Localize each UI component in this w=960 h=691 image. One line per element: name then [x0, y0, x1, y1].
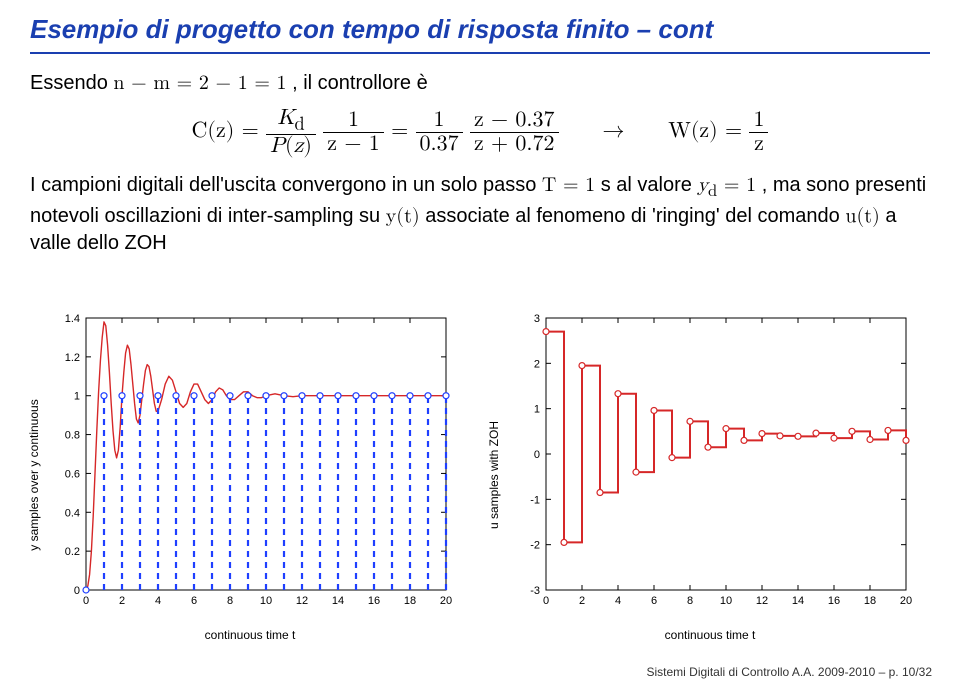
right-chart: u samples with ZOH 02468101214161820-3-2…	[500, 310, 920, 640]
paragraph: I campioni digitali dell'uscita convergo…	[30, 172, 930, 258]
svg-text:8: 8	[687, 595, 693, 607]
svg-text:8: 8	[227, 595, 233, 607]
right-xlabel: continuous time t	[500, 628, 920, 642]
left-chart-svg: 0 2 4 6 8 10 12 14 16 18 20 0 0.2 0.4 0.6 0.8 1 1.2 1.4	[40, 310, 460, 620]
para-m1: T = 1	[542, 175, 595, 195]
eq-frac-1-zm1: 1 z − 1	[323, 109, 384, 156]
para-m4: u(t)	[845, 206, 879, 226]
para-pre: I campioni digitali dell'uscita convergo…	[30, 174, 542, 196]
svg-text:4: 4	[615, 595, 621, 607]
slide-body: Essendo n − m = 2 − 1 = 1 , il controllo…	[30, 70, 930, 257]
svg-text:1.4: 1.4	[65, 313, 80, 325]
svg-text:0: 0	[74, 585, 80, 597]
svg-text:3: 3	[534, 313, 540, 325]
para-mid1: s al valore	[601, 174, 698, 196]
eq-Wz: W(z) =	[668, 120, 742, 142]
svg-text:1: 1	[74, 391, 80, 403]
eq-frac-z037-z072: z − 0.37 z + 0.72	[470, 109, 559, 156]
svg-text:1: 1	[534, 404, 540, 416]
eq-frac-Kd-Pz: Kd P(z)	[266, 107, 316, 158]
title-rule	[30, 52, 930, 54]
eq-eqsign: =	[391, 120, 408, 142]
svg-text:0.8: 0.8	[65, 430, 80, 442]
svg-text:-2: -2	[530, 540, 540, 552]
left-chart: y samples over y continuous 024681012141…	[40, 310, 460, 640]
svg-text:1.2: 1.2	[65, 352, 80, 364]
svg-text:-3: -3	[530, 585, 540, 597]
svg-text:0.2: 0.2	[65, 546, 80, 558]
svg-text:10: 10	[720, 595, 732, 607]
slide-title: Esempio di progetto con tempo di rispost…	[30, 14, 713, 45]
line1-post: , il controllore è	[292, 72, 428, 94]
para-mid3: associate al fenomeno di 'ringing' del c…	[425, 205, 845, 227]
svg-text:12: 12	[756, 595, 768, 607]
svg-text:14: 14	[792, 595, 804, 607]
eq-frac-1-037: 1 0.37	[416, 109, 463, 156]
para-m3: y(t)	[386, 206, 420, 226]
svg-text:16: 16	[368, 595, 380, 607]
para-m2: yd = 1	[697, 175, 756, 195]
chart-panels: y samples over y continuous 024681012141…	[40, 310, 920, 640]
svg-text:0.6: 0.6	[65, 468, 80, 480]
right-ylabel: u samples with ZOH	[487, 421, 501, 529]
svg-text:18: 18	[864, 595, 876, 607]
line1-math: n − m = 2 − 1 = 1	[113, 73, 286, 93]
left-xlabel: continuous time t	[40, 628, 460, 642]
right-chart-svg: 02468101214161820-3-2-10123	[500, 310, 920, 620]
svg-text:16: 16	[828, 595, 840, 607]
svg-text:0.4: 0.4	[65, 507, 80, 519]
equation-row: C(z) = Kd P(z) 1 z − 1 = 1 0.37 z − 0.37…	[30, 107, 930, 158]
svg-text:4: 4	[155, 595, 161, 607]
svg-text:0: 0	[83, 595, 89, 607]
eq-arrow: →	[602, 120, 624, 142]
line1: Essendo n − m = 2 − 1 = 1 , il controllo…	[30, 70, 930, 97]
svg-text:0: 0	[534, 449, 540, 461]
eq-Cz: C(z) =	[192, 120, 259, 142]
svg-text:6: 6	[191, 595, 197, 607]
svg-text:0: 0	[543, 595, 549, 607]
slide-footer: Sistemi Digitali di Controllo A.A. 2009-…	[647, 665, 933, 679]
eq-frac-1-z: 1 z	[749, 109, 768, 156]
svg-text:2: 2	[119, 595, 125, 607]
svg-text:20: 20	[900, 595, 912, 607]
svg-text:2: 2	[534, 358, 540, 370]
svg-text:18: 18	[404, 595, 416, 607]
svg-text:12: 12	[296, 595, 308, 607]
svg-text:20: 20	[440, 595, 452, 607]
left-ylabel: y samples over y continuous	[27, 399, 41, 550]
svg-text:10: 10	[260, 595, 272, 607]
svg-text:2: 2	[579, 595, 585, 607]
svg-text:14: 14	[332, 595, 344, 607]
line1-pre: Essendo	[30, 72, 113, 94]
svg-text:6: 6	[651, 595, 657, 607]
svg-text:-1: -1	[530, 494, 540, 506]
